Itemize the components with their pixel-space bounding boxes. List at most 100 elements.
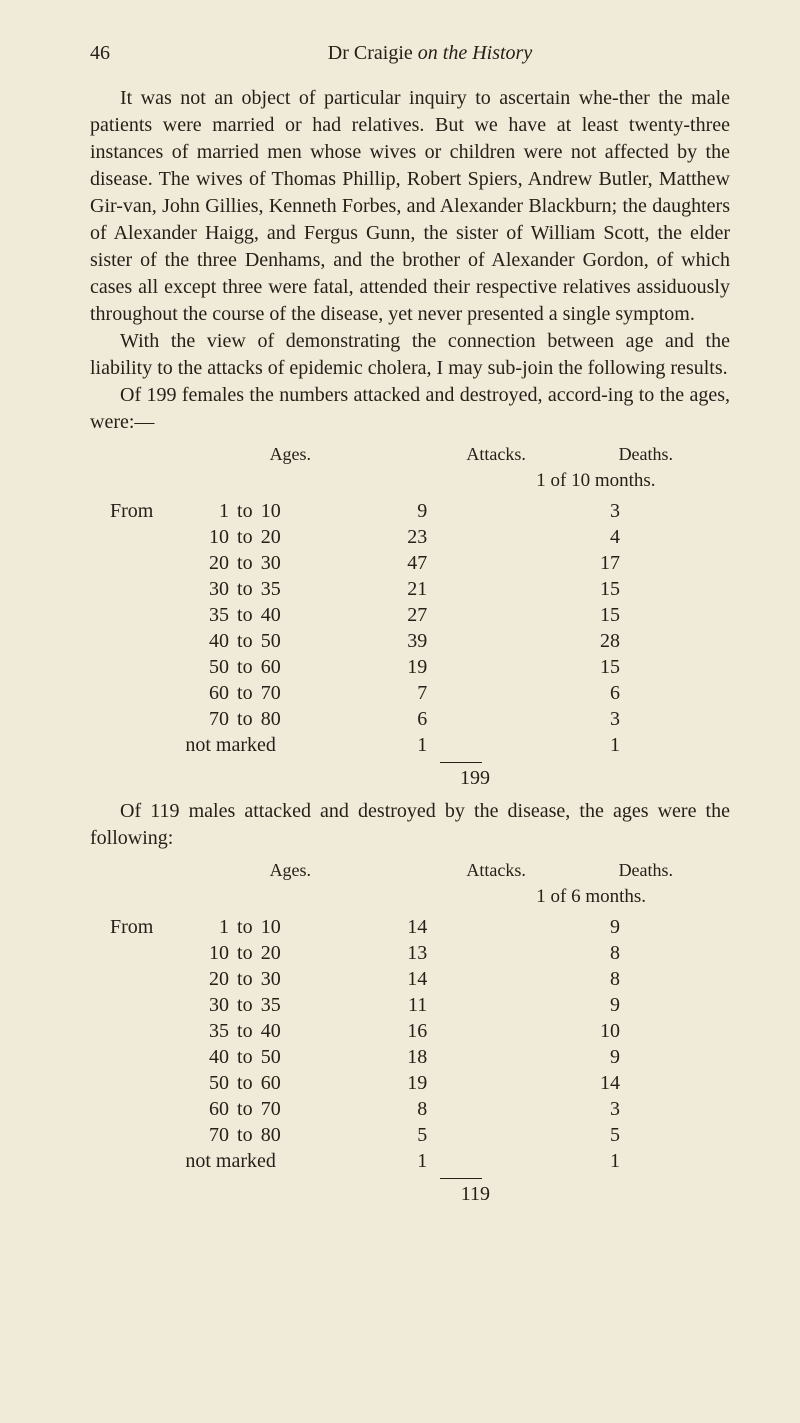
age-from: 1 [185,498,229,524]
age-to: 10 [261,498,305,524]
from-label [90,550,185,576]
table-row: 20to304717 [90,550,730,576]
to-label: to [229,992,261,1018]
to-label: to [229,1070,261,1096]
age-from: 60 [185,680,229,706]
females-table: Ages. Attacks. Deaths. 1 of 10 months. F… [90,442,730,792]
age-from: 10 [185,940,229,966]
from-label: From [90,914,185,940]
col-header-deaths-2: Deaths. [562,858,730,882]
from-label [90,1070,185,1096]
from-label [90,602,185,628]
age-from: 20 [185,966,229,992]
to-label: to [229,524,261,550]
deaths-value: 15 [477,576,730,602]
from-label: From [90,498,185,524]
attacks-value: 14 [304,966,477,992]
from-label [90,680,185,706]
females-table-rule [440,762,482,763]
table-row: 40to50189 [90,1044,730,1070]
table-row-not-marked: not marked11 [90,732,730,758]
attacks-value: 7 [304,680,477,706]
deaths-value: 6 [477,680,730,706]
paragraph-3: Of 199 females the numbers attacked and … [90,382,730,436]
col-header-attacks: Attacks. [431,442,562,466]
table-row: From1to1093 [90,498,730,524]
deaths-value: 9 [477,914,730,940]
table-row: 60to7083 [90,1096,730,1122]
females-table-body: From1to109310to2023420to30471730to352115… [90,498,730,758]
age-to: 40 [261,1018,305,1044]
running-title-prefix: Dr Craigie [328,42,418,64]
age-to: 80 [261,706,305,732]
age-to: 50 [261,1044,305,1070]
to-label: to [229,498,261,524]
deaths-value: 15 [477,654,730,680]
age-to: 40 [261,602,305,628]
females-total-value: 199 [335,765,540,792]
to-label: to [229,628,261,654]
attacks-value: 19 [304,654,477,680]
deaths-value: 1 [477,732,730,758]
to-label: to [229,1096,261,1122]
age-to: 70 [261,680,305,706]
from-label [90,524,185,550]
deaths-value: 17 [477,550,730,576]
males-table-total: 119 [90,1181,730,1208]
age-to: 60 [261,654,305,680]
males-table: Ages. Attacks. Deaths. 1 of 6 months. Fr… [90,858,730,1208]
attacks-value: 1 [304,1148,477,1174]
to-label: to [229,1122,261,1148]
age-from: 30 [185,576,229,602]
males-table-subhead: 1 of 6 months. [90,884,730,910]
age-to: 70 [261,1096,305,1122]
attacks-value: 27 [304,602,477,628]
males-table-rule [440,1178,482,1179]
table-row: 35to402715 [90,602,730,628]
page-header: 46 Dr Craigie on the History [90,40,730,67]
from-label [90,1096,185,1122]
to-label: to [229,602,261,628]
running-title: Dr Craigie on the History [130,40,730,67]
deaths-value: 8 [477,966,730,992]
age-to: 60 [261,1070,305,1096]
deaths-value: 1 [477,1148,730,1174]
to-label: to [229,576,261,602]
table-row: 60to7076 [90,680,730,706]
paragraph-2: With the view of demonstrating the conne… [90,328,730,382]
col-header-ages: Ages. [90,442,431,466]
deaths-value: 3 [477,1096,730,1122]
attacks-value: 1 [304,732,477,758]
deaths-value: 10 [477,1018,730,1044]
table-row: 20to30148 [90,966,730,992]
age-from: 70 [185,706,229,732]
table-row: 50to601914 [90,1070,730,1096]
attacks-value: 19 [304,1070,477,1096]
age-from: 40 [185,628,229,654]
deaths-value: 15 [477,602,730,628]
males-table-body: From1to1014910to2013820to3014830to351193… [90,914,730,1174]
to-label: to [229,940,261,966]
age-to: 20 [261,940,305,966]
males-total-value: 119 [335,1181,540,1208]
paragraph-4: Of 119 males attacked and destroyed by t… [90,798,730,852]
from-label [90,628,185,654]
attacks-value: 16 [304,1018,477,1044]
age-from: 50 [185,1070,229,1096]
running-title-italic: on the History [418,42,532,64]
age-from: 60 [185,1096,229,1122]
paragraph-1: It was not an object of particular inqui… [90,85,730,328]
males-subhead-text: 1 of 6 months. [516,884,730,910]
to-label: to [229,1018,261,1044]
attacks-value: 47 [304,550,477,576]
table-row: 10to20234 [90,524,730,550]
age-to: 80 [261,1122,305,1148]
age-to: 30 [261,966,305,992]
attacks-value: 21 [304,576,477,602]
from-label [90,706,185,732]
attacks-value: 8 [304,1096,477,1122]
attacks-value: 5 [304,1122,477,1148]
age-to: 30 [261,550,305,576]
to-label: to [229,706,261,732]
table-row-not-marked: not marked11 [90,1148,730,1174]
